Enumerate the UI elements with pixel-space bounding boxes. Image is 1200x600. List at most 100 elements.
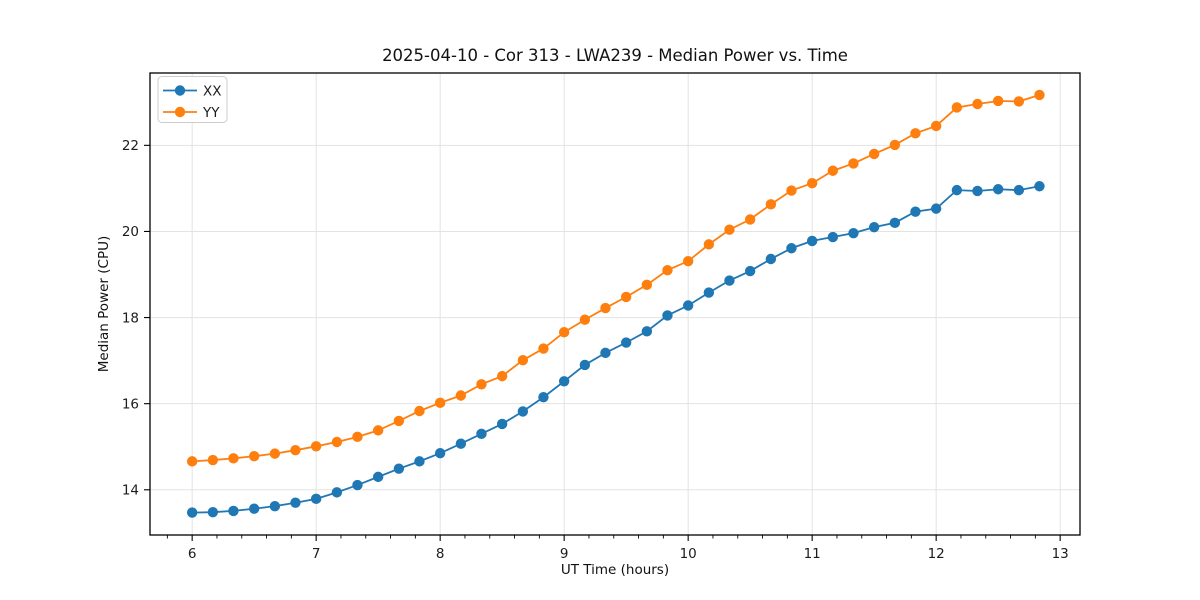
chart-title: 2025-04-10 - Cor 313 - LWA239 - Median P…	[382, 46, 848, 65]
series-YY-marker	[579, 314, 591, 325]
series-YY-marker	[724, 224, 735, 235]
series-YY	[186, 89, 1045, 467]
series-YY-marker	[455, 390, 467, 401]
series-YY-marker	[517, 354, 529, 366]
series-YY-marker	[1034, 89, 1045, 101]
series-YY-marker	[682, 255, 694, 267]
series-XX-marker	[269, 500, 281, 512]
series-YY-marker	[765, 199, 777, 210]
y-tick-label: 22	[122, 138, 139, 154]
series-XX-marker	[992, 184, 1004, 195]
legend-label: YY	[202, 105, 220, 121]
series-YY-marker	[620, 291, 632, 303]
series-YY-marker	[186, 456, 198, 467]
series-YY-marker	[868, 148, 880, 160]
series-XX-marker	[1034, 181, 1045, 192]
series-XX-marker	[786, 243, 797, 254]
series-YY-marker	[972, 98, 983, 110]
series-XX-marker	[848, 227, 859, 239]
legend-marker-sample	[174, 85, 186, 96]
series-XX-marker	[310, 493, 322, 505]
series-XX-marker	[393, 463, 405, 474]
series-YY-marker	[930, 120, 942, 132]
series-XX-marker	[248, 503, 260, 514]
series-YY-line	[192, 94, 1040, 463]
series-XX-marker	[579, 359, 591, 371]
series-YY-marker	[910, 128, 921, 139]
series-XX-marker	[186, 507, 198, 518]
y-tick-label: 14	[122, 483, 139, 499]
series-YY-marker	[786, 185, 797, 196]
y-tick-label: 20	[122, 224, 139, 240]
series-YY-marker	[992, 95, 1004, 107]
series-YY-marker	[290, 444, 301, 456]
legend-marker-sample	[174, 106, 186, 118]
series-YY-marker	[538, 343, 549, 354]
series-XX-marker	[476, 428, 487, 440]
series-XX-marker	[868, 221, 880, 233]
series-XX-marker	[620, 337, 632, 348]
series-XX-marker	[889, 217, 901, 229]
series-YY-marker	[331, 436, 343, 448]
x-tick-label: 9	[560, 546, 569, 562]
series-XX-marker	[910, 206, 921, 217]
series-XX-marker	[827, 231, 839, 243]
plot-border	[149, 72, 1081, 536]
series-XX-marker	[641, 326, 653, 337]
series-XX-marker	[806, 235, 818, 247]
y-axis-ticks: 14 16 18 20 22	[122, 138, 150, 499]
grid	[150, 73, 1080, 535]
series-YY-marker	[744, 214, 756, 225]
series-XX-marker	[372, 471, 384, 483]
legend-label: XX	[203, 84, 222, 100]
x-tick-label: 11	[804, 546, 821, 562]
x-tick-label: 13	[1052, 546, 1069, 562]
series-XX-marker	[496, 418, 508, 430]
series-XX-marker	[434, 447, 446, 459]
series-XX-marker	[455, 438, 467, 449]
series-XX-marker	[558, 376, 570, 387]
series-XX-marker	[765, 253, 777, 265]
y-tick-label: 18	[122, 310, 139, 326]
series-XX-marker	[744, 265, 756, 277]
series-YY-marker	[310, 441, 322, 452]
series-XX-marker	[703, 287, 715, 298]
y-axis-label: Median Power (CPU)	[96, 235, 112, 373]
series-YY-marker	[228, 453, 239, 464]
series-XX-marker	[517, 406, 529, 417]
series-YY-marker	[248, 451, 260, 462]
series-YY-marker	[434, 397, 446, 409]
series-YY-marker	[641, 279, 653, 291]
series-YY-marker	[414, 405, 425, 417]
series-YY-marker	[1013, 96, 1025, 107]
series-XX-marker	[600, 347, 611, 359]
series-XX-marker	[951, 184, 963, 196]
series-XX-marker	[352, 479, 363, 491]
series-YY-marker	[558, 327, 570, 338]
series-YY-marker	[848, 158, 859, 169]
series-YY-marker	[207, 454, 219, 466]
series-YY-marker	[496, 370, 508, 382]
series-XX-marker	[331, 487, 343, 498]
series-YY-marker	[393, 415, 405, 427]
x-tick-label: 8	[436, 546, 445, 562]
series-YY-marker	[476, 379, 487, 390]
series-YY-marker	[352, 431, 363, 443]
series-YY-marker	[806, 178, 818, 189]
series-XX-marker	[290, 497, 301, 508]
y-tick-label: 16	[122, 396, 139, 412]
x-tick-label: 6	[188, 546, 197, 562]
series-YY-marker	[600, 302, 611, 314]
series-YY-marker	[951, 102, 963, 113]
x-axis-label: UT Time (hours)	[560, 562, 670, 578]
x-axis-minor-ticks	[166, 535, 1036, 539]
series-XX-marker	[682, 300, 694, 311]
series-XX-marker	[1013, 184, 1025, 196]
series-YY-marker	[269, 448, 281, 459]
series-XX-marker	[228, 505, 239, 517]
series-YY-marker	[662, 265, 673, 276]
series-XX-marker	[538, 392, 549, 403]
series-XX-marker	[930, 203, 942, 214]
series-XX-line	[192, 185, 1040, 514]
